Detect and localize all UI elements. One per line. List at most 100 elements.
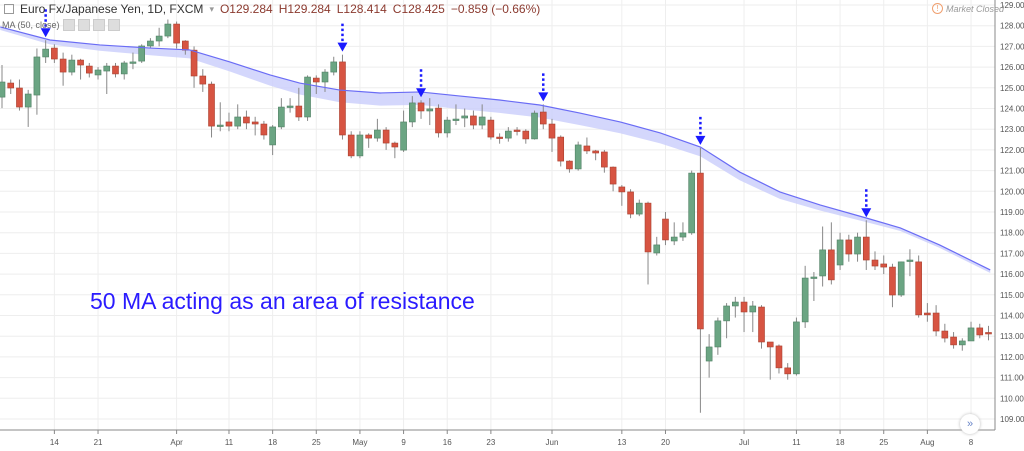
candle-up [574,144,582,170]
scroll-to-latest-button[interactable]: » [960,414,980,434]
settings-icon[interactable] [77,19,90,31]
candle-down [758,306,765,343]
candle-up [906,259,914,262]
candle-up [330,61,338,73]
candle-up [967,327,975,342]
candle-up [286,105,294,108]
price-tick-label: 115.000 [1000,291,1024,300]
high-value: H129.284 [278,2,331,16]
open-value: O129.284 [219,2,273,16]
candle-down [16,87,23,108]
price-tick-label: 121.000 [1000,167,1024,176]
candle-down [784,367,792,375]
price-axis[interactable]: 129.000 128.000 127.000 126.000 125.000 124.0… [994,0,1024,430]
candle-down [766,341,774,348]
candle-up [42,48,49,58]
collapse-icon[interactable] [4,4,14,14]
candle-up [400,121,407,151]
candle-up [68,59,76,73]
candle-down [871,259,879,267]
candle-up [531,112,538,140]
candle-down [496,136,503,139]
ma-line-path [0,26,991,271]
time-tick-label: 21 [94,438,103,447]
candle-up [854,236,861,255]
indicator-legend: MA (50, close) [2,19,120,31]
time-tick-label: 16 [443,438,452,447]
candle-down [697,172,704,330]
indicator-label[interactable]: MA (50, close) [2,20,60,30]
warning-icon: ! [932,3,943,14]
candle-up [216,124,224,127]
close-value: C128.425 [392,2,445,16]
candle-up [0,81,6,98]
price-tick-label: 112.000 [1000,353,1024,362]
time-tick-label: 20 [661,438,670,447]
candle-up [732,301,739,307]
time-tick-label: Aug [920,438,934,447]
candle-up [304,76,311,118]
price-tick-label: 122.000 [1000,146,1024,155]
candle-down [7,82,15,89]
time-tick-label: 11 [792,438,801,447]
candle-up [374,129,381,139]
candle-down [950,336,957,346]
price-tick-label: 129.000 [1000,1,1024,10]
time-tick-label: 8 [969,438,974,447]
change-value: −0.859 (−0.66%) [450,2,541,16]
candle-down [915,261,922,316]
candle-down [112,65,119,75]
candle-up [714,320,722,348]
candle-down [609,166,617,185]
candle-up [749,305,757,313]
price-tick-label: 126.000 [1000,63,1024,72]
time-tick-label: 9 [401,438,406,447]
candle-down [208,83,215,127]
symbol-title[interactable]: Euro Fx/Japanese Yen, 1D, FXCM [20,2,204,16]
candle-up [409,102,416,123]
candle-down [77,59,84,66]
time-tick-label: 14 [50,438,59,447]
candle-down [470,115,477,126]
candle-down [845,239,853,255]
candle-down [932,312,940,332]
candle-up [958,340,966,346]
eye-icon[interactable] [62,19,75,31]
candle-down [566,160,573,170]
candle-up [155,35,163,42]
candle-down [59,58,67,73]
time-tick-label: 18 [836,438,845,447]
candle-down [339,61,346,136]
candle-down [627,191,634,215]
candle-down [740,301,748,313]
price-tick-label: 120.000 [1000,187,1024,196]
candle-down [976,327,984,336]
candle-up [670,236,678,242]
candle-down [548,123,556,139]
candle-down [662,218,669,241]
candle-down [365,134,372,139]
time-axis[interactable]: 14 21 Apr 11 18 25 May 9 16 23 Jun 13 20 Jul 11 18 25 Aug… [0,429,995,447]
candle-down [557,136,565,162]
price-tick-label: 110.000 [1000,394,1024,403]
chevron-down-icon[interactable]: ▾ [209,3,214,14]
market-status-text: Market Closed [946,3,1005,14]
candle-down [583,145,591,152]
price-tick-label: 124.000 [1000,105,1024,114]
time-tick-label: 18 [268,438,277,447]
candle-down [924,312,931,316]
candle-up [836,239,844,266]
time-tick-label: 25 [312,438,321,447]
candle-up [269,126,276,146]
time-tick-label: Apr [170,438,183,447]
chart-header: Euro Fx/Japanese Yen, 1D, FXCM ▾ O129.28… [4,2,540,16]
price-tick-label: 127.000 [1000,42,1024,51]
time-tick-label: May [352,438,367,447]
time-tick-label: 25 [879,438,888,447]
more-icon[interactable] [92,19,105,31]
close-icon[interactable] [107,19,120,31]
candle-up [688,172,695,234]
time-tick-label: Jun [546,438,559,447]
candle-down [644,202,652,253]
